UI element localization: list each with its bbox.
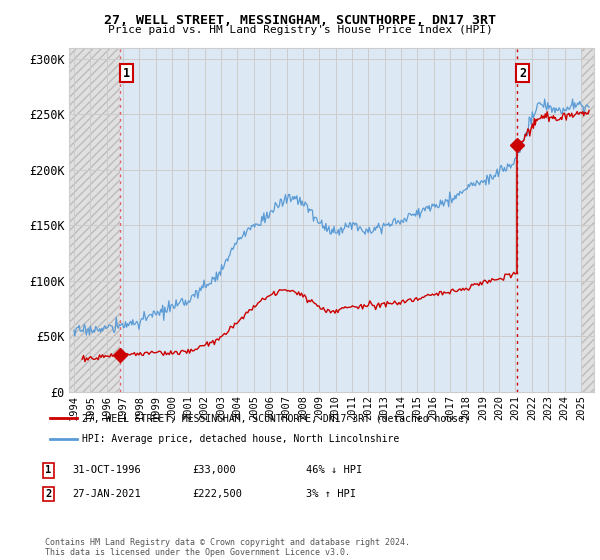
Text: Contains HM Land Registry data © Crown copyright and database right 2024.
This d: Contains HM Land Registry data © Crown c… [45,538,410,557]
Text: Price paid vs. HM Land Registry's House Price Index (HPI): Price paid vs. HM Land Registry's House … [107,25,493,35]
Text: 2: 2 [45,489,51,499]
Text: 1: 1 [45,465,51,475]
Bar [581,48,594,392]
Text: 3% ↑ HPI: 3% ↑ HPI [306,489,356,499]
Text: 2: 2 [519,67,526,80]
Bar [120,48,581,392]
Text: £33,000: £33,000 [192,465,236,475]
Text: 1: 1 [122,67,130,80]
Text: 27-JAN-2021: 27-JAN-2021 [72,489,141,499]
Text: 46% ↓ HPI: 46% ↓ HPI [306,465,362,475]
Text: HPI: Average price, detached house, North Lincolnshire: HPI: Average price, detached house, Nort… [83,433,400,444]
Text: 27, WELL STREET, MESSINGHAM, SCUNTHORPE, DN17 3RT: 27, WELL STREET, MESSINGHAM, SCUNTHORPE,… [104,14,496,27]
Text: 27, WELL STREET, MESSINGHAM, SCUNTHORPE, DN17 3RT (detached house): 27, WELL STREET, MESSINGHAM, SCUNTHORPE,… [83,413,470,423]
Text: £222,500: £222,500 [192,489,242,499]
Text: 31-OCT-1996: 31-OCT-1996 [72,465,141,475]
Bar [69,48,120,392]
